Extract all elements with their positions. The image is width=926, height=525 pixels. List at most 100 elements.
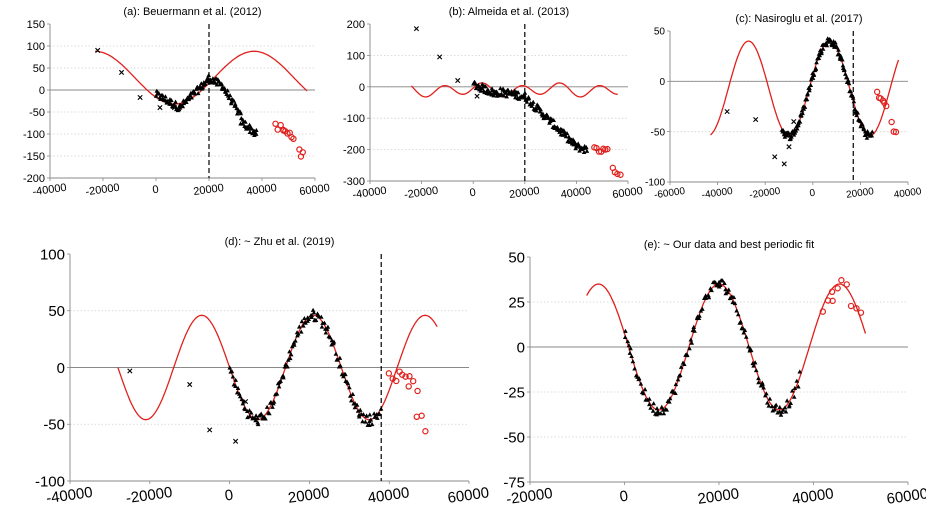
data-point-triangle bbox=[516, 96, 522, 101]
excluded-point bbox=[157, 105, 163, 111]
data-point-triangle bbox=[333, 351, 339, 356]
chart-title: (b): Almeida et al. (2013) bbox=[449, 6, 569, 18]
data-point-triangle bbox=[348, 398, 354, 403]
x-tick-label: -40000 bbox=[45, 484, 94, 507]
data-point-triangle bbox=[476, 82, 481, 88]
data-point-triangle bbox=[843, 71, 848, 76]
data-point-triangle bbox=[268, 399, 274, 405]
x-tick-label: -20000 bbox=[505, 485, 554, 508]
data-point-triangle bbox=[310, 307, 316, 312]
data-point-triangle bbox=[636, 376, 642, 381]
data-point-triangle bbox=[533, 106, 539, 111]
data-point-triangle bbox=[732, 300, 738, 306]
data-point-triangle bbox=[761, 385, 766, 390]
data-point-circle bbox=[290, 135, 297, 143]
data-point-triangle bbox=[731, 294, 737, 300]
data-point-triangle bbox=[807, 88, 812, 93]
excluded-point bbox=[187, 381, 193, 388]
data-point-triangle bbox=[491, 93, 497, 98]
data-point-triangle bbox=[319, 324, 325, 329]
data-point-triangle bbox=[360, 419, 365, 424]
data-point-triangle bbox=[855, 110, 861, 115]
data-point-circle bbox=[847, 302, 855, 310]
data-point-triangle bbox=[248, 410, 254, 415]
y-tick-label: 200 bbox=[347, 19, 365, 31]
data-point-triangle bbox=[860, 122, 865, 127]
chart-title: (c): Nasiroglu et al. (2017) bbox=[735, 13, 862, 25]
data-point-triangle bbox=[869, 129, 875, 134]
data-point-circle bbox=[422, 428, 429, 435]
data-point-triangle bbox=[673, 390, 678, 395]
data-point-triangle bbox=[628, 346, 633, 351]
x-tick-label: -40000 bbox=[352, 185, 388, 202]
data-point-triangle bbox=[779, 409, 785, 414]
y-tick-label: -200 bbox=[23, 173, 45, 185]
excluded-point bbox=[474, 93, 480, 99]
data-point-triangle bbox=[861, 125, 866, 130]
data-point-triangle bbox=[816, 55, 822, 60]
x-tick-label: -20000 bbox=[749, 186, 782, 201]
y-tick-label: -100 bbox=[23, 129, 45, 141]
data-point-circle bbox=[414, 387, 421, 395]
data-point-triangle bbox=[851, 99, 857, 104]
data-point-triangle bbox=[687, 346, 692, 351]
data-point-triangle bbox=[630, 359, 636, 364]
chart-title: (a): Beuermann et al. (2012) bbox=[123, 6, 261, 18]
data-point-triangle bbox=[253, 418, 258, 423]
data-point-triangle bbox=[230, 374, 236, 379]
x-tick-label: 40000 bbox=[791, 485, 835, 508]
data-point-circle bbox=[385, 370, 393, 377]
data-point-triangle bbox=[192, 91, 198, 96]
data-point-triangle bbox=[302, 316, 307, 321]
data-point-triangle bbox=[794, 126, 800, 131]
data-point-triangle bbox=[219, 81, 224, 86]
data-point-triangle bbox=[797, 369, 803, 374]
data-point-triangle bbox=[233, 383, 238, 388]
data-point-triangle bbox=[180, 104, 186, 109]
data-point-triangle bbox=[293, 338, 298, 343]
data-point-triangle bbox=[720, 278, 725, 283]
data-point-triangle bbox=[369, 422, 375, 427]
data-point-triangle bbox=[169, 97, 174, 103]
data-point-triangle bbox=[627, 350, 633, 355]
data-point-triangle bbox=[281, 375, 286, 380]
y-tick-label: -25 bbox=[503, 384, 525, 401]
data-point-triangle bbox=[515, 90, 521, 95]
data-point-triangle bbox=[752, 360, 758, 365]
data-point-triangle bbox=[780, 407, 786, 412]
data-point-triangle bbox=[522, 90, 528, 95]
data-point-triangle bbox=[242, 406, 248, 412]
data-point-triangle bbox=[232, 101, 238, 106]
data-point-triangle bbox=[697, 313, 702, 318]
data-point-triangle bbox=[335, 357, 340, 362]
data-point-triangle bbox=[716, 279, 722, 284]
data-point-triangle bbox=[756, 380, 761, 385]
data-point-triangle bbox=[234, 390, 240, 395]
data-point-triangle bbox=[298, 329, 304, 334]
data-point-triangle bbox=[285, 357, 291, 362]
data-point-triangle bbox=[675, 377, 681, 382]
data-point-triangle bbox=[306, 316, 312, 321]
data-point-triangle bbox=[288, 352, 294, 357]
y-tick-label: 150 bbox=[27, 19, 45, 31]
data-point-circle bbox=[853, 305, 860, 312]
x-tick-label: 0 bbox=[152, 184, 160, 197]
data-point-triangle bbox=[537, 109, 543, 114]
data-point-triangle bbox=[765, 400, 770, 405]
data-point-triangle bbox=[805, 91, 810, 96]
x-tick-label: 40000 bbox=[893, 186, 923, 201]
data-point-triangle bbox=[238, 111, 244, 116]
data-point-triangle bbox=[820, 46, 826, 51]
data-point-triangle bbox=[338, 363, 343, 368]
data-point-circle bbox=[604, 145, 611, 153]
data-point-triangle bbox=[322, 320, 327, 325]
data-point-triangle bbox=[195, 90, 201, 96]
y-tick-label: 50 bbox=[508, 249, 525, 266]
model-curve bbox=[710, 40, 900, 137]
y-tick-label: 0 bbox=[39, 85, 45, 97]
data-point-triangle bbox=[706, 293, 711, 298]
data-point-triangle bbox=[738, 319, 743, 324]
data-point-triangle bbox=[255, 420, 261, 425]
data-point-triangle bbox=[688, 337, 694, 342]
